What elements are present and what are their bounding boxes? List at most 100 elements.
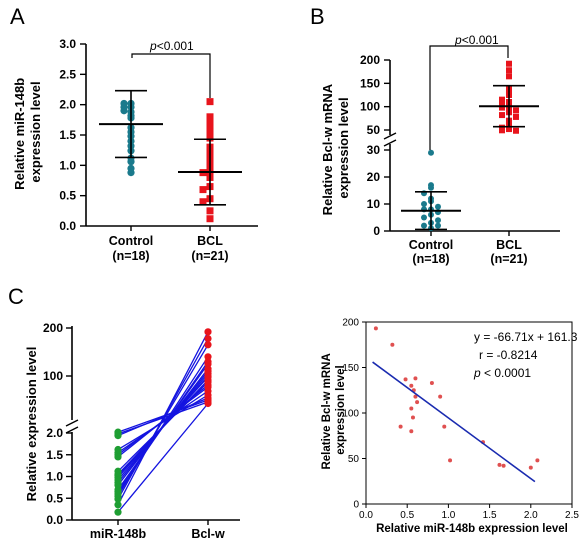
panel-c-left-ytick-label: 0.0	[46, 513, 63, 527]
bcl-point	[506, 60, 512, 67]
panel-c-right-ytick-label: 50	[348, 454, 360, 465]
panel-b-ytick-label: 100	[360, 100, 380, 114]
panel-b-significance: p<0.001	[429, 33, 509, 150]
bclw-point	[204, 353, 212, 361]
bcl-point	[499, 104, 505, 111]
panel-a-chart: Relative miR-148b expression level 0.0 0.…	[12, 37, 258, 263]
bcl-point	[506, 67, 512, 74]
scatter-point	[535, 458, 540, 463]
panel-a-ylabel-line1: Relative miR-148b	[12, 78, 27, 190]
panel-c-left-ytick-label: 100	[43, 369, 63, 383]
regression-line	[372, 361, 536, 483]
scatter-point	[409, 383, 414, 388]
scatter-point	[501, 463, 506, 468]
panel-label-c: C	[8, 284, 24, 309]
panel-a-p: p	[149, 39, 157, 53]
scatter-point	[409, 429, 414, 434]
panel-c-right-xtick-label: 0.0	[359, 510, 373, 521]
panel-c-right-ytick-label: 150	[342, 363, 359, 374]
panel-c-left-break-mark-2	[65, 426, 79, 434]
scatter-point	[390, 342, 395, 347]
panel-c-left-category: Bcl-w	[191, 527, 225, 541]
panel-b-ytick-label: 0	[373, 224, 380, 238]
panel-a-p-rest: <0.001	[157, 39, 194, 53]
panel-a-ylabel-line2: expression level	[28, 81, 43, 182]
paired-line	[117, 331, 209, 506]
bcl-point	[206, 124, 214, 132]
panel-b-category-n: (n=21)	[490, 252, 527, 266]
scatter-point	[429, 380, 434, 385]
scatter-point	[497, 462, 502, 467]
panel-c-left-ytick-label: 1.0	[46, 470, 63, 484]
panel-c-right-ytick-label: 0	[353, 500, 359, 511]
panel-a-bracket	[131, 53, 211, 98]
panel-b-category-name: Control	[409, 238, 453, 252]
panel-c-left-ylabel: Relative expression level	[24, 347, 39, 502]
panel-a-category-n: (n=21)	[191, 249, 228, 263]
scatter-point	[528, 465, 533, 470]
panel-b-ytick-label: 150	[360, 76, 380, 90]
control-point	[428, 184, 434, 191]
bcl-point	[199, 186, 207, 194]
panel-a-ylabel: Relative miR-148b expression level	[12, 74, 43, 190]
panel-c-left-break-mark-1	[65, 419, 79, 427]
panel-c-right-xtick-label: 1.0	[441, 510, 455, 521]
panel-label-b: B	[310, 4, 325, 29]
panel-b-ytick-label: 20	[367, 170, 381, 184]
scatter-point	[442, 424, 447, 429]
bcl-point	[206, 98, 214, 106]
panel-a-pvalue: p<0.001	[149, 39, 194, 53]
mir148b-point	[114, 495, 122, 503]
scatter-point	[373, 326, 378, 331]
control-point	[435, 203, 441, 210]
paired-line	[117, 399, 209, 433]
bcl-point	[513, 127, 519, 134]
panel-a-ytick-label: 0.5	[59, 189, 76, 203]
control-point	[127, 158, 135, 166]
panel-b-ytick-label: 10	[367, 197, 381, 211]
panel-a-ytick-label: 1.5	[59, 128, 76, 142]
correlation-r: r = -0.8214	[479, 348, 538, 362]
panel-c-right-ylabel-line2: expression level	[335, 365, 347, 455]
control-point	[421, 214, 427, 221]
panel-b-category-name: BCL	[496, 238, 522, 252]
mir148b-point	[114, 453, 122, 461]
bclw-point	[204, 328, 212, 336]
panel-c-right-ytick-label: 200	[342, 318, 359, 329]
panel-b-ytick-label: 200	[360, 53, 380, 67]
bclw-point	[204, 334, 212, 343]
panel-c-left-ytick-label: 0.5	[46, 491, 63, 505]
panel-b-p: p	[454, 33, 462, 47]
panel-a-ytick-label: 2.0	[59, 98, 76, 112]
panel-c-right-xlabel: Relative miR-148b expression level	[376, 523, 568, 535]
bcl-point	[206, 113, 214, 121]
regression-equation: y = -66.71x + 161.3	[474, 330, 578, 344]
panel-b-ytick-label: 30	[367, 143, 381, 157]
panel-c-right-frame	[365, 321, 573, 505]
scatter-point	[398, 424, 403, 429]
panel-b-category-n: (n=18)	[412, 252, 449, 266]
panel-a-ytick-label: 0.0	[59, 219, 76, 233]
regression-p-rest: < 0.0001	[481, 366, 532, 380]
panel-b-pvalue: p<0.001	[454, 33, 499, 47]
panel-label-a: A	[10, 4, 25, 29]
panel-c-right-xtick-label: 0.5	[400, 510, 414, 521]
control-point	[421, 201, 427, 207]
panel-c-right-xtick-label: 2.5	[565, 510, 579, 521]
regression-pvalue: p < 0.0001	[473, 366, 531, 380]
paired-line	[117, 344, 209, 497]
panel-a-category-name: BCL	[197, 234, 223, 248]
panel-c-left-category: miR-148b	[90, 527, 147, 541]
mir148b-point	[114, 432, 122, 440]
panel-c-right-ylabel: Relative Bcl-w mRNA expression level	[321, 350, 347, 469]
control-point	[435, 217, 441, 224]
panel-c-left-chart: Relative expression level 0.0 0.5 1.0 1.5 2.…	[24, 321, 240, 541]
panel-b-p-rest: <0.001	[462, 33, 499, 47]
panel-b-chart: Relative Bcl-w mRNA expression level 0 10…	[320, 33, 560, 266]
panel-a-ytick-label: 3.0	[59, 37, 76, 51]
panel-a-significance: p<0.001	[131, 39, 211, 98]
panel-c-left-ytick-label: 2.0	[46, 426, 63, 440]
panel-a-category-name: Control	[109, 234, 153, 248]
panel-b-ytick-label: 50	[367, 123, 381, 137]
